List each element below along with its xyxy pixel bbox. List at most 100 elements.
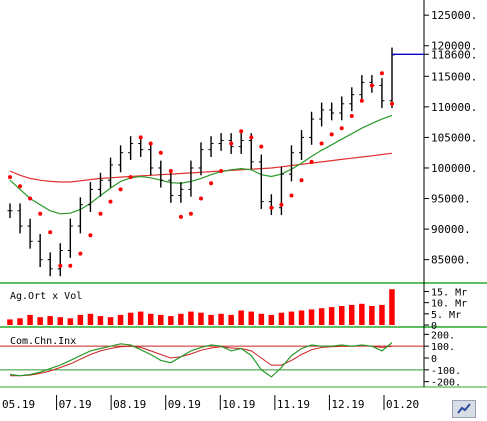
cci-line bbox=[9, 342, 393, 378]
sar-dot bbox=[38, 211, 43, 216]
price-y-tick-label: 120000. bbox=[431, 40, 477, 53]
price-bar bbox=[278, 166, 284, 216]
sar-dot bbox=[309, 159, 314, 164]
sar-dot bbox=[188, 211, 193, 216]
volume-bar bbox=[258, 313, 265, 325]
volume-bar bbox=[127, 312, 134, 325]
cci-panel bbox=[0, 342, 424, 378]
price-bar bbox=[168, 172, 174, 203]
cci-y-tick-label: 100. bbox=[431, 342, 455, 353]
sar-dot bbox=[339, 126, 344, 131]
sar-dot bbox=[108, 199, 113, 204]
sar-dot bbox=[269, 205, 274, 210]
sar-dot bbox=[118, 187, 123, 192]
volume-bar bbox=[208, 314, 214, 325]
volume-bar bbox=[288, 311, 295, 325]
sar-dot bbox=[229, 141, 234, 146]
price-bar bbox=[339, 96, 345, 121]
sar-dot bbox=[58, 263, 63, 268]
volume-bar bbox=[188, 311, 194, 325]
sar-dot bbox=[379, 71, 384, 76]
price-bar bbox=[178, 182, 184, 203]
cci-y-tick-label: -100. bbox=[431, 366, 461, 377]
price-bar bbox=[148, 142, 154, 176]
price-bar bbox=[27, 218, 33, 249]
price-bar bbox=[7, 203, 13, 219]
volume-bar bbox=[57, 317, 63, 325]
volume-bar bbox=[158, 314, 164, 325]
price-bar bbox=[258, 154, 264, 209]
volume-bar bbox=[248, 311, 254, 325]
sar-dot bbox=[78, 251, 83, 256]
price-bar bbox=[198, 142, 204, 176]
volume-bar bbox=[107, 317, 114, 325]
sar-dot bbox=[148, 141, 153, 146]
price-bar bbox=[238, 133, 244, 154]
sar-dot bbox=[390, 101, 394, 106]
x-tick-label: 09.19 bbox=[168, 398, 201, 411]
cci-y-tick-label: -200. bbox=[431, 378, 461, 389]
volume-bar bbox=[389, 289, 395, 325]
x-tick-label: 10.19 bbox=[222, 398, 255, 411]
price-bar bbox=[57, 243, 63, 277]
cci-y-tick-label: 200. bbox=[431, 330, 455, 341]
volume-bar bbox=[278, 312, 285, 325]
sar-dot bbox=[359, 98, 364, 103]
volume-bar bbox=[218, 313, 224, 325]
price-bar bbox=[268, 194, 274, 216]
x-tick-label: 01.20 bbox=[386, 398, 419, 411]
volume-panel-label: Ag.Ort x Vol bbox=[10, 291, 82, 302]
sar-dot bbox=[28, 196, 33, 201]
price-bar bbox=[188, 160, 194, 197]
volume-bar bbox=[228, 314, 234, 325]
price-bar bbox=[208, 136, 214, 157]
volume-bar bbox=[148, 313, 154, 325]
sar-dot bbox=[18, 184, 23, 189]
volume-bar bbox=[67, 318, 74, 325]
volume-bar bbox=[27, 314, 33, 325]
price-y-tick-label: 100000. bbox=[431, 162, 477, 175]
volume-bar bbox=[339, 306, 345, 325]
chart-settings-icon bbox=[457, 403, 471, 414]
chart-settings-button[interactable] bbox=[452, 400, 476, 418]
x-tick-label: 12.19 bbox=[331, 398, 364, 411]
ma-short-line bbox=[9, 114, 393, 215]
price-y-tick-label: 125000. bbox=[431, 9, 477, 22]
volume-y-tick-label: 0 bbox=[431, 321, 437, 332]
volume-bar bbox=[178, 313, 184, 325]
volume-bar bbox=[17, 318, 23, 325]
volume-bar bbox=[268, 314, 275, 325]
volume-bar bbox=[308, 309, 315, 325]
volume-bar bbox=[97, 316, 104, 325]
x-tick-label: 11.19 bbox=[277, 398, 310, 411]
sar-dot bbox=[259, 144, 264, 149]
price-panel bbox=[7, 47, 424, 277]
price-bar bbox=[97, 172, 103, 197]
sar-dot bbox=[48, 230, 53, 235]
price-bar bbox=[359, 75, 365, 102]
volume-bar bbox=[238, 310, 244, 325]
sar-dot bbox=[289, 193, 294, 198]
price-y-tick-label: 115000. bbox=[431, 70, 477, 83]
sar-dot bbox=[98, 211, 103, 216]
cci-panel-label: Com.Chn.Inx bbox=[10, 336, 76, 347]
sar-dot bbox=[68, 263, 73, 268]
volume-bar bbox=[198, 312, 204, 325]
volume-bar bbox=[328, 307, 335, 325]
price-bar bbox=[118, 145, 124, 173]
volume-panel bbox=[7, 289, 395, 325]
price-bar bbox=[389, 47, 395, 109]
price-bar bbox=[329, 102, 335, 121]
sar-dot bbox=[8, 175, 12, 180]
price-bar bbox=[218, 133, 224, 151]
price-bar bbox=[138, 136, 144, 157]
sar-dot bbox=[279, 202, 284, 207]
sar-dot bbox=[158, 150, 163, 155]
price-y-tick-label: 85000. bbox=[431, 254, 471, 267]
price-bar bbox=[87, 182, 93, 212]
volume-bar bbox=[47, 316, 53, 325]
price-bar bbox=[37, 233, 43, 267]
price-bar bbox=[158, 160, 164, 188]
sar-dot bbox=[299, 178, 304, 183]
volume-bar bbox=[359, 303, 365, 325]
